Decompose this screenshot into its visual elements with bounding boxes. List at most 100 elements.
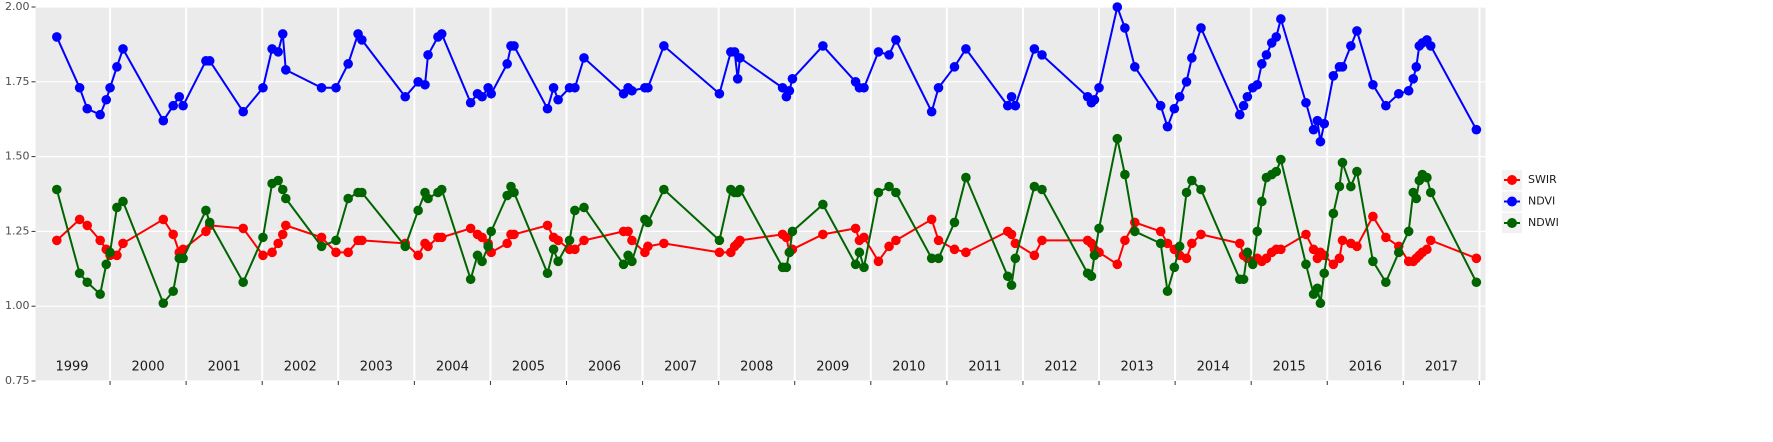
- data-point: [486, 88, 496, 99]
- data-point: [564, 235, 575, 246]
- data-point: [1334, 181, 1345, 192]
- y-tick-label: 1.00: [5, 299, 30, 312]
- data-point: [316, 241, 327, 252]
- data-point: [1319, 118, 1330, 129]
- data-point: [714, 247, 725, 258]
- data-point: [891, 187, 901, 198]
- x-tick-label: 1999: [55, 360, 88, 375]
- legend-marker: [1507, 218, 1517, 228]
- data-point: [850, 259, 861, 270]
- data-point: [486, 226, 496, 237]
- data-point: [1242, 247, 1253, 258]
- data-point: [178, 253, 188, 264]
- data-point: [280, 220, 291, 231]
- data-point: [400, 91, 411, 102]
- data-point: [627, 256, 637, 267]
- data-point: [400, 241, 411, 252]
- data-point: [105, 82, 115, 93]
- data-point: [477, 232, 487, 243]
- data-point: [74, 82, 85, 93]
- data-point: [82, 103, 93, 114]
- data-point: [1155, 226, 1166, 237]
- legend-label: SWIR: [1528, 173, 1557, 186]
- x-tick-label: 2008: [740, 360, 773, 375]
- data-point: [787, 226, 798, 237]
- data-point: [1337, 62, 1348, 72]
- data-point: [423, 50, 433, 60]
- data-point: [277, 184, 288, 195]
- data-point: [204, 217, 215, 228]
- data-point: [933, 253, 944, 264]
- data-point: [1089, 250, 1100, 261]
- data-point: [1029, 44, 1040, 54]
- data-point: [933, 82, 944, 93]
- data-point: [1381, 277, 1391, 288]
- y-tick-label: 1.25: [5, 224, 30, 237]
- data-point: [1006, 229, 1017, 240]
- data-point: [1187, 238, 1197, 249]
- data-point: [926, 214, 937, 225]
- data-point: [1181, 187, 1192, 198]
- y-tick-label: 0.75: [5, 374, 30, 387]
- x-tick-label: 2010: [892, 360, 925, 375]
- data-point: [926, 106, 937, 117]
- data-point: [280, 193, 291, 204]
- data-point: [548, 244, 559, 255]
- data-point: [502, 238, 512, 249]
- data-point: [316, 232, 327, 243]
- data-point: [1162, 121, 1173, 132]
- data-point: [1368, 256, 1378, 267]
- data-point: [331, 82, 341, 93]
- data-point: [273, 175, 283, 186]
- data-point: [74, 214, 85, 225]
- data-point: [1403, 226, 1414, 237]
- data-point: [52, 235, 62, 246]
- data-point: [1234, 109, 1245, 120]
- data-point: [1155, 100, 1166, 111]
- data-point: [502, 59, 512, 69]
- data-point: [570, 244, 580, 255]
- data-point: [1276, 154, 1286, 165]
- data-point: [483, 241, 493, 252]
- data-point: [1271, 32, 1282, 42]
- data-point: [52, 32, 62, 42]
- data-point: [542, 220, 553, 231]
- data-point: [343, 59, 353, 69]
- legend-label: NDVI: [1528, 195, 1555, 208]
- data-point: [509, 41, 519, 51]
- data-point: [1425, 187, 1436, 198]
- data-point: [1181, 253, 1192, 264]
- data-point: [1029, 181, 1040, 192]
- data-point: [74, 268, 85, 279]
- data-point: [1276, 244, 1286, 255]
- y-tick-label: 1.50: [5, 150, 30, 163]
- data-point: [1247, 259, 1258, 270]
- data-point: [781, 262, 792, 273]
- data-point: [1112, 133, 1123, 144]
- data-point: [1328, 208, 1339, 219]
- data-point: [1037, 50, 1047, 60]
- data-point: [659, 41, 669, 51]
- x-tick-label: 2001: [208, 360, 241, 375]
- data-point: [1169, 262, 1180, 273]
- data-point: [1010, 253, 1021, 264]
- data-point: [1257, 196, 1267, 207]
- data-point: [1112, 259, 1123, 270]
- data-point: [714, 235, 725, 246]
- data-point: [884, 241, 894, 252]
- data-point: [1162, 238, 1173, 249]
- legend-label: NDWI: [1528, 216, 1559, 229]
- data-point: [659, 238, 669, 249]
- data-point: [423, 241, 433, 252]
- data-point: [95, 289, 105, 300]
- data-point: [168, 100, 178, 111]
- x-tick-label: 2014: [1197, 360, 1230, 375]
- data-point: [873, 256, 884, 267]
- data-point: [258, 82, 268, 93]
- data-point: [949, 62, 960, 72]
- data-point: [95, 235, 105, 246]
- data-point: [1411, 62, 1422, 72]
- data-point: [112, 62, 122, 72]
- data-point: [82, 220, 93, 231]
